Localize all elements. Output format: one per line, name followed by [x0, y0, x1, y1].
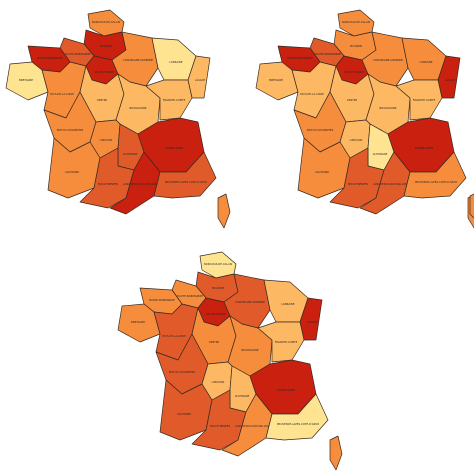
region-label-bou: BOURGOGNE — [241, 348, 258, 352]
region-label-lim: LIMOUSIN — [350, 138, 363, 142]
region-label-bn: BASSE-NORMANDIE — [37, 56, 63, 60]
region-label-npc: NORD-PAS-DE-CALAIS — [342, 20, 371, 24]
region-label-pic: PICARDIE — [100, 44, 112, 48]
france-map-3: NORD-PAS-DE-CALAIS PICARDIE HAUTE-NORMANDI… — [117, 251, 343, 471]
region-label-bre: BRETAGNE — [19, 78, 33, 82]
region-label-pic: PICARDIE — [350, 44, 362, 48]
region-paca — [265, 393, 329, 441]
france-map-2: NORD-PAS-DE-CALAIS PICARDIE HAUTE-NORMANDI… — [255, 9, 474, 229]
region-label-idf: ILE-DE-FRANCE — [206, 312, 226, 316]
region-label-lr: LANGUEDOC-ROUSSILLON — [373, 182, 407, 186]
france-map-1: NORD-PAS-DE-CALAIS PICARDIE HAUTE-NORMANDI… — [5, 9, 231, 229]
region-lor — [401, 37, 447, 81]
region-label-pc: POITOU-CHARENTES — [57, 128, 84, 132]
region-label-paca: PROVENCE-ALPES-COTE-D'AZUR — [277, 422, 319, 426]
region-label-pc: POITOU-CHARENTES — [169, 370, 196, 374]
region-label-npc: NORD-PAS-DE-CALAIS — [204, 262, 233, 266]
region-label-aqu: AQUITAINE — [315, 170, 329, 174]
region-label-ra: RHONE-ALPES — [165, 146, 184, 150]
region-label-lim: LIMOUSIN — [100, 138, 113, 142]
region-label-bre: BRETAGNE — [269, 78, 283, 82]
region-label-mp: MIDI-PYRENEES — [98, 182, 118, 186]
region-label-npc: NORD-PAS-DE-CALAIS — [92, 20, 121, 24]
region-label-pdl: PAYS-DE-LA-LOIRE — [300, 92, 324, 96]
region-als — [299, 297, 323, 341]
region-lor — [263, 279, 309, 323]
region-label-cha: CHAMPAGNE-ARDENNE — [235, 300, 265, 304]
region-label-lor: LORRAINE — [169, 60, 182, 64]
region-lr — [221, 393, 273, 457]
region-label-hn: HAUTE-NORMANDIE — [65, 52, 91, 56]
region-paca — [153, 151, 217, 199]
region-fc — [395, 79, 443, 121]
region-paca — [403, 151, 467, 199]
region-cor — [217, 193, 231, 229]
region-label-hn: HAUTE-NORMANDIE — [177, 294, 203, 298]
region-label-fc: FRANCHE-COMTE — [275, 340, 298, 344]
region-lor — [151, 37, 197, 81]
region-label-bre: BRETAGNE — [131, 320, 145, 324]
region-label-lr: LANGUEDOC-ROUSSILLON — [123, 182, 157, 186]
region-label-mp: MIDI-PYRENEES — [210, 424, 230, 428]
region-label-hn: HAUTE-NORMANDIE — [315, 52, 341, 56]
region-label-pic: PICARDIE — [212, 286, 224, 290]
region-label-fc: FRANCHE-COMTE — [413, 98, 436, 102]
region-label-lim: LIMOUSIN — [212, 380, 225, 384]
region-label-pc: POITOU-CHARENTES — [307, 128, 334, 132]
region-label-bn: BASSE-NORMANDIE — [287, 56, 313, 60]
region-label-bn: BASSE-NORMANDIE — [149, 298, 175, 302]
region-label-paca: PROVENCE-ALPES-COTE-D'AZUR — [415, 180, 457, 184]
region-label-cen: CENTRE — [97, 98, 108, 102]
region-lr — [359, 151, 411, 215]
region-label-aqu: AQUITAINE — [177, 412, 191, 416]
region-label-cen: CENTRE — [347, 98, 358, 102]
region-label-pdl: PAYS-DE-LA-LOIRE — [50, 92, 74, 96]
region-label-paca: PROVENCE-ALPES-COTE-D'AZUR — [165, 180, 207, 184]
region-lr — [109, 151, 161, 215]
region-label-lor: LORRAINE — [419, 60, 432, 64]
region-label-cha: CHAMPAGNE-ARDENNE — [373, 58, 403, 62]
region-label-ra: RHONE-ALPES — [415, 146, 434, 150]
region-als — [437, 55, 461, 99]
region-label-fc: FRANCHE-COMTE — [163, 98, 186, 102]
region-label-cha: CHAMPAGNE-ARDENNE — [123, 58, 153, 62]
region-label-auv: AUVERGNE — [373, 152, 388, 156]
region-label-cen: CENTRE — [209, 340, 220, 344]
region-label-mp: MIDI-PYRENEES — [348, 182, 368, 186]
region-label-ra: RHONE-ALPES — [277, 388, 296, 392]
region-label-als: ALSACE — [307, 320, 317, 324]
region-label-aqu: AQUITAINE — [65, 170, 79, 174]
region-label-auv: AUVERGNE — [123, 152, 138, 156]
region-label-als: ALSACE — [445, 78, 455, 82]
region-label-pdl: PAYS-DE-LA-LOIRE — [162, 334, 186, 338]
region-cor-edge — [469, 193, 474, 219]
region-label-lr: LANGUEDOC-ROUSSILLON — [235, 424, 269, 428]
region-fc — [145, 79, 193, 121]
region-fc — [257, 321, 305, 363]
region-cor — [329, 435, 343, 471]
region-als — [187, 55, 211, 99]
region-label-als: ALSACE — [195, 78, 205, 82]
region-label-bou: BOURGOGNE — [129, 106, 146, 110]
region-label-bou: BOURGOGNE — [379, 106, 396, 110]
region-label-idf: ILE-DE-FRANCE — [344, 70, 364, 74]
region-label-auv: AUVERGNE — [235, 394, 250, 398]
region-label-lor: LORRAINE — [281, 302, 294, 306]
region-label-idf: ILE-DE-FRANCE — [94, 70, 114, 74]
